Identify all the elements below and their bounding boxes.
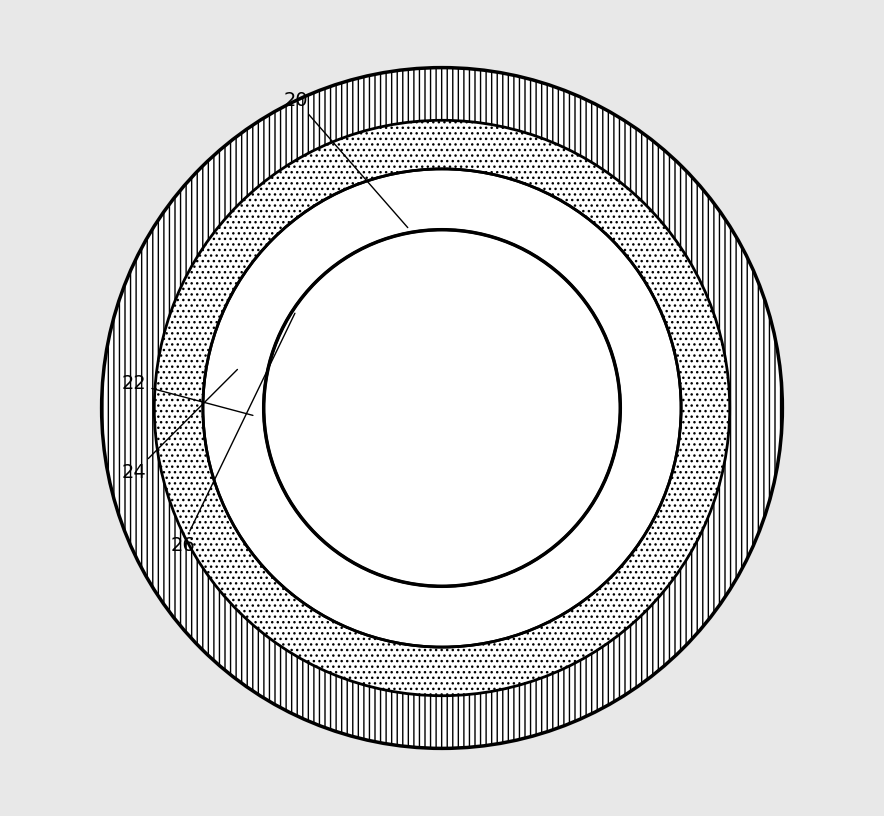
Text: 22: 22 xyxy=(122,375,253,415)
Circle shape xyxy=(263,229,621,587)
Text: 20: 20 xyxy=(284,91,408,228)
Text: 26: 26 xyxy=(171,313,295,555)
Text: 24: 24 xyxy=(122,370,238,482)
